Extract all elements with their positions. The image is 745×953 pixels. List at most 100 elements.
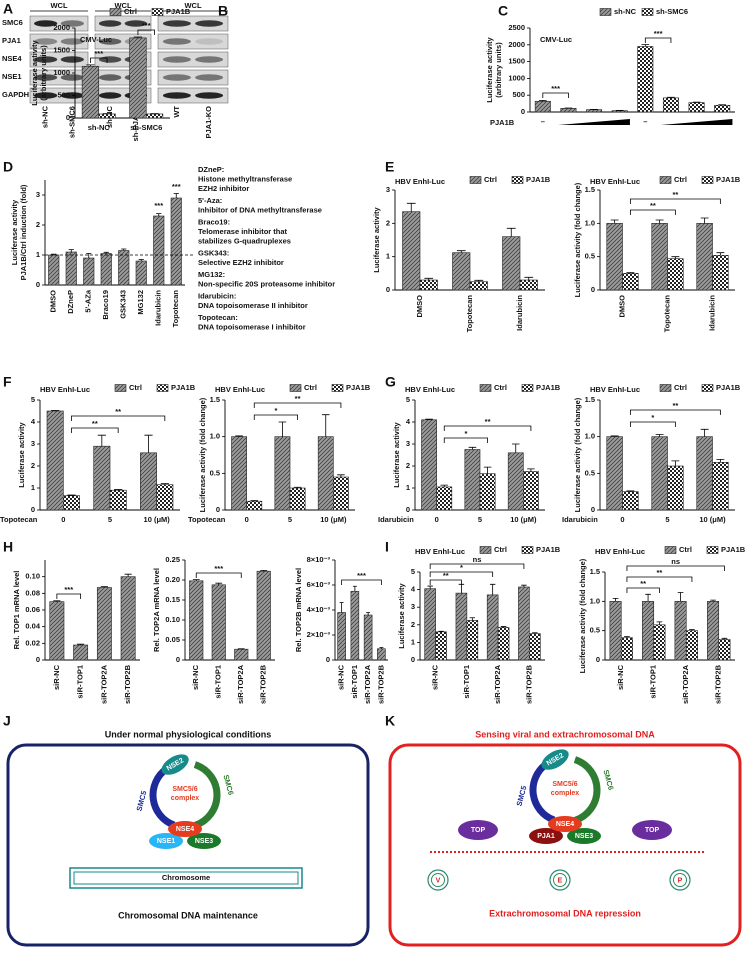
blot-header: WCL: [184, 1, 201, 10]
blot-header: WCL: [50, 1, 67, 10]
subunit-shape: [567, 828, 601, 844]
x-tick-label: 0: [245, 515, 249, 524]
blot-row-label: PJA1: [2, 36, 21, 45]
y-axis-label: Luciferase activity: [30, 39, 39, 105]
y-axis-label: Rel. TOP2B mRNA level: [294, 568, 303, 652]
bar: [696, 436, 713, 511]
significance-bracket: [429, 563, 525, 569]
top-shape: [632, 820, 672, 840]
y-tick-label: 0.06: [25, 605, 40, 614]
bar: [436, 486, 453, 511]
error-bar: [339, 602, 344, 613]
blot-band: [34, 74, 58, 81]
legend-label: PJA1B: [716, 175, 741, 184]
significance-label: ***: [64, 585, 73, 594]
blot-band: [195, 20, 224, 27]
bar: [609, 601, 622, 661]
bar: [65, 251, 77, 286]
bar: [63, 495, 80, 511]
significance-bracket: [429, 571, 494, 577]
significance-label: ns: [671, 557, 680, 566]
significance-label: **: [650, 201, 656, 210]
bar: [497, 627, 510, 661]
note-text: Selective EZH2 inhibitor: [198, 258, 284, 267]
error-bar: [500, 626, 507, 628]
lane-label: sh-SMC6: [67, 106, 76, 138]
subunit-shape: [149, 833, 183, 849]
error-bar: [278, 421, 287, 437]
error-bar: [506, 227, 516, 237]
bar: [256, 570, 271, 661]
diagram-title: Under normal physiological conditions: [105, 729, 272, 739]
legend-label: PJA1B: [526, 175, 551, 184]
y-tick-label: 3: [411, 602, 415, 611]
legend-swatch: [706, 546, 719, 554]
x-tick-label: Topotecan: [465, 295, 474, 333]
x-tick-label: siR-TOP1: [649, 665, 658, 699]
error-bar: [700, 428, 709, 437]
bar: [707, 601, 720, 661]
legend-label: PJA1B: [721, 545, 745, 554]
bar: [674, 601, 687, 661]
x-tick-label: DMSO: [617, 295, 626, 318]
error-bar: [124, 573, 132, 577]
legend-swatch: [701, 384, 714, 392]
x-tick-label: 5: [288, 515, 292, 524]
diagram-frame: [388, 743, 742, 947]
y-tick-label: 5: [411, 567, 415, 576]
x-tick-label: Topotecan: [171, 290, 180, 328]
x-tick-label: Idarubicin: [154, 290, 163, 326]
bar: [712, 462, 729, 511]
legend-swatch: [109, 8, 122, 16]
blot-band: [60, 38, 84, 45]
x-tick-label: Topotecan: [662, 295, 671, 333]
error-bar: [440, 484, 449, 487]
error-bar: [215, 582, 223, 585]
dna-ring-inner: [673, 873, 687, 887]
y-tick-label: 1.0: [590, 596, 600, 605]
x-tick-label: 5: [478, 515, 482, 524]
blot-band: [98, 38, 122, 45]
bar: [363, 614, 373, 661]
significance-bracket: [429, 579, 462, 585]
legend-swatch: [511, 176, 524, 184]
y-tick-label: 1000: [508, 73, 525, 82]
significance-label: ***: [551, 84, 560, 93]
chart-title: HBV EnhI-Luc: [590, 385, 640, 394]
error-bar: [677, 592, 684, 602]
blot-strip: [157, 33, 229, 50]
y-tick-label: 0: [591, 505, 595, 514]
legend-swatch: [479, 546, 492, 554]
bar: [464, 449, 481, 511]
y-tick-label: 0.02: [25, 638, 40, 647]
error-bar: [406, 202, 416, 212]
legend-label: PJA1B: [716, 383, 741, 392]
blot-header: WCL: [114, 1, 131, 10]
bar: [662, 97, 679, 113]
bar: [129, 37, 147, 119]
error-bar: [86, 253, 92, 258]
significance-label: ***: [154, 201, 163, 210]
x-tick-label: siR-TOP1: [462, 665, 471, 699]
y-axis-label: Luciferase activity: [10, 199, 19, 265]
legend-label: PJA1B: [171, 383, 196, 392]
bar: [93, 445, 111, 511]
error-bar: [427, 585, 433, 589]
error-bar: [483, 466, 492, 474]
note-text: EZH2 inhibitor: [198, 184, 249, 193]
legend-label: PJA1B: [346, 383, 371, 392]
y-tick-label: 0.15: [165, 595, 180, 604]
y-tick-label: 0.10: [165, 615, 180, 624]
y-tick-label: 1000: [53, 68, 70, 77]
x-tick-label: GSK343: [119, 290, 128, 319]
error-bar: [77, 643, 85, 645]
y-tick-label: 2: [411, 620, 415, 629]
bar: [118, 250, 130, 286]
bar: [667, 465, 684, 511]
error-bar: [138, 259, 144, 261]
x-tick-label: 10 (μM): [320, 515, 347, 524]
y-tick-label: 4×10⁻³: [307, 605, 331, 614]
diagram-frame: [6, 743, 370, 947]
error-bar: [656, 621, 663, 625]
y-tick-label: 8×10⁻³: [307, 555, 331, 564]
